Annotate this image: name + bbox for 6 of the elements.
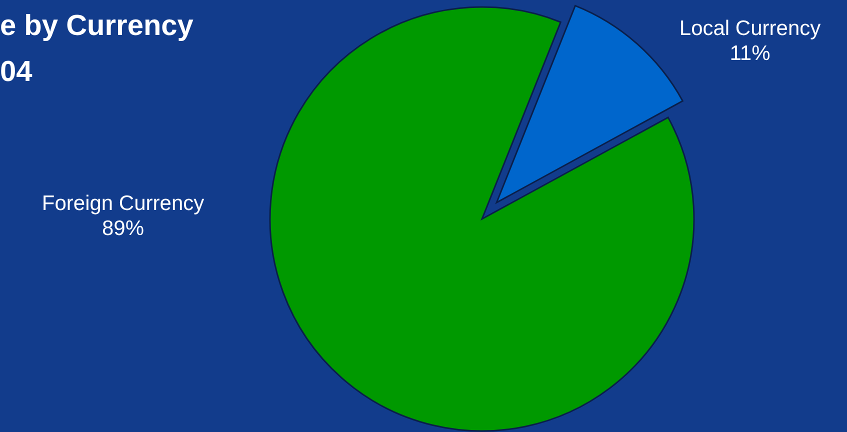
slice-label: Foreign Currency xyxy=(42,192,205,215)
data-label: 11% xyxy=(730,42,770,65)
chart-title: e by Currency xyxy=(0,10,194,42)
text: 04 xyxy=(0,56,32,88)
slice-label: Local Currency xyxy=(679,17,822,40)
data-label: 89% xyxy=(102,217,144,240)
